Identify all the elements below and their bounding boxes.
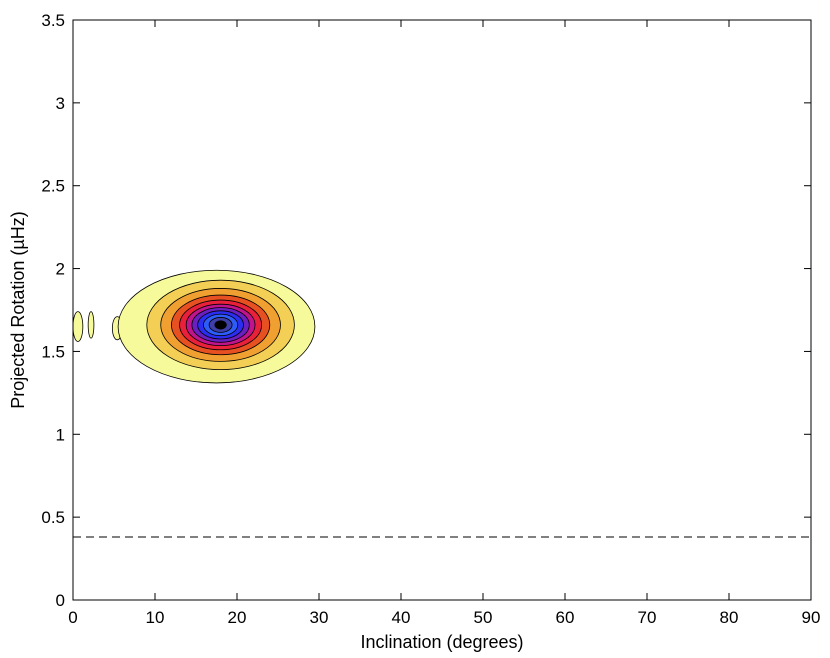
y-axis-label: Projected Rotation (µHz) — [8, 211, 28, 408]
y-tick-label: 2.5 — [41, 177, 65, 196]
x-tick-label: 20 — [228, 608, 247, 627]
y-tick-label: 1.5 — [41, 342, 65, 361]
x-axis-label: Inclination (degrees) — [360, 632, 523, 652]
x-tick-label: 30 — [310, 608, 329, 627]
contour-level-11 — [214, 320, 227, 330]
contour-island-1 — [72, 311, 84, 342]
x-tick-label: 90 — [802, 608, 821, 627]
x-tick-label: 0 — [68, 608, 77, 627]
contour-layer — [72, 269, 316, 384]
y-tick-label: 3.5 — [41, 11, 65, 30]
x-tick-label: 60 — [556, 608, 575, 627]
x-tick-label: 70 — [638, 608, 657, 627]
x-axis-ticks: 0 10 20 30 40 50 60 70 80 90 — [68, 20, 820, 627]
x-tick-label: 10 — [146, 608, 165, 627]
plot-frame — [72, 19, 812, 601]
x-tick-label: 50 — [474, 608, 493, 627]
y-tick-label: 0.5 — [41, 508, 65, 527]
y-axis-ticks: 0 0.5 1 1.5 2 2.5 3 3.5 — [41, 11, 811, 610]
y-tick-label: 3 — [56, 94, 65, 113]
y-tick-label: 0 — [56, 591, 65, 610]
contour-island-2 — [87, 311, 95, 339]
y-tick-label: 2 — [56, 260, 65, 279]
x-tick-label: 80 — [720, 608, 739, 627]
x-tick-label: 40 — [392, 608, 411, 627]
y-tick-label: 1 — [56, 425, 65, 444]
